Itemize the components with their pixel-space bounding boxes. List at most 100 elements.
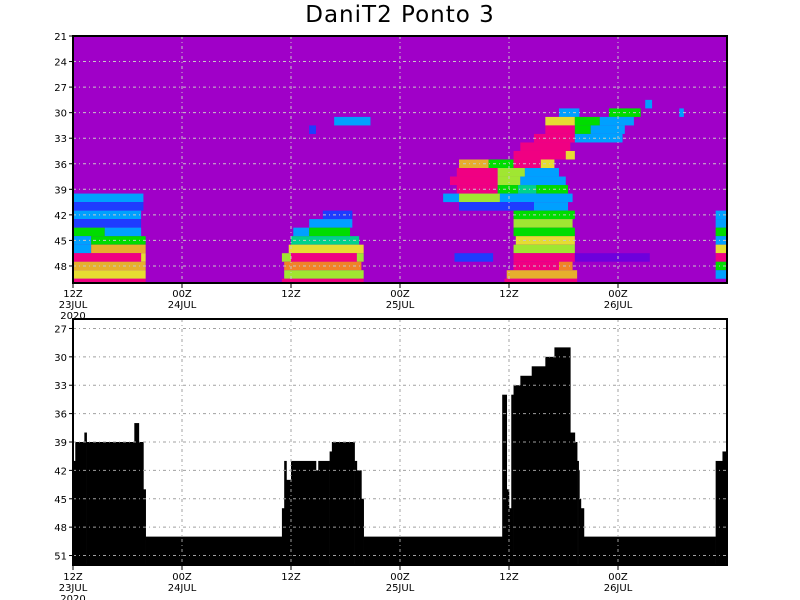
heatmap-cell xyxy=(715,253,727,262)
heatmap-panel: 2124273033363942454812Z23JUL202000Z24JUL… xyxy=(54,32,728,322)
depth-bar xyxy=(531,366,546,565)
chart-title: DaniT2 Ponto 3 xyxy=(305,2,495,28)
y-tick-label: 27 xyxy=(54,324,67,335)
x-tick-label-day: 23JUL xyxy=(59,583,88,594)
heatmap-cell xyxy=(715,219,727,228)
depth-bar xyxy=(509,508,512,565)
depth-bar xyxy=(513,385,521,565)
heatmap-cell xyxy=(284,270,364,279)
heatmap-cell xyxy=(574,116,600,126)
y-tick-label: 42 xyxy=(54,466,67,477)
heatmap-cell xyxy=(540,159,555,169)
heatmap-cell xyxy=(513,244,575,254)
heatmap-cell xyxy=(104,227,142,237)
depth-bar xyxy=(579,498,582,565)
y-tick-label: 30 xyxy=(54,109,67,120)
heatmap-cell xyxy=(513,159,541,169)
heatmap-cell xyxy=(73,227,105,237)
heatmap-cell xyxy=(309,227,351,237)
heatmap-cell xyxy=(73,210,142,220)
heatmap-cell xyxy=(599,116,634,126)
heatmap-cell xyxy=(356,253,364,262)
heatmap-cell xyxy=(459,202,534,211)
x-tick-label-hour: 00Z xyxy=(390,572,410,583)
y-tick-label: 36 xyxy=(54,160,67,171)
depth-bar xyxy=(286,479,292,565)
y-tick-label: 39 xyxy=(54,438,67,449)
y-tick-label: 51 xyxy=(54,552,67,563)
heatmap-cell xyxy=(141,253,146,262)
heatmap-cell xyxy=(459,193,500,203)
heatmap-cell xyxy=(281,278,364,283)
y-tick-label: 33 xyxy=(54,381,67,392)
depth-bar xyxy=(354,460,358,565)
heatmap-cell xyxy=(293,227,310,237)
depth-bar xyxy=(145,536,283,565)
depth-bar xyxy=(356,470,362,565)
heatmap-cell xyxy=(499,193,573,203)
x-tick-label-hour: 00Z xyxy=(390,289,410,300)
x-tick-label-day: 25JUL xyxy=(386,583,415,594)
heatmap-cell xyxy=(73,193,144,203)
heatmap-cell xyxy=(536,185,569,194)
heatmap-cell xyxy=(454,253,494,262)
heatmap-cell xyxy=(513,227,575,237)
x-tick-label-year: 2020 xyxy=(60,594,85,600)
heatmap-cell xyxy=(533,202,569,211)
depth-bar xyxy=(506,489,510,565)
heatmap-cell xyxy=(443,193,460,203)
x-tick-label-hour: 00Z xyxy=(172,572,192,583)
heatmap-cell xyxy=(520,142,571,151)
plot-frame xyxy=(72,318,728,566)
x-tick-label-hour: 12Z xyxy=(499,572,519,583)
x-tick-label-day: 26JUL xyxy=(604,300,633,311)
depth-bar xyxy=(570,432,576,565)
x-tick-label-year: 2020 xyxy=(60,311,85,322)
heatmap-cell xyxy=(513,253,575,262)
depth-bar xyxy=(580,508,585,565)
x-tick-label-hour: 00Z xyxy=(172,289,192,300)
depth-bar xyxy=(511,394,514,565)
heatmap-cell xyxy=(574,253,650,262)
depth-bar xyxy=(318,460,330,565)
y-tick-label: 48 xyxy=(54,523,67,534)
depth-bar xyxy=(138,442,144,565)
heatmap-cell xyxy=(715,270,727,279)
heatmap-cell xyxy=(574,125,591,134)
depth-bar xyxy=(545,356,555,565)
y-tick-label: 45 xyxy=(54,236,67,247)
heatmap-cell xyxy=(488,159,514,169)
depth-panel: 27303336394245485112Z23JUL202000Z24JUL12… xyxy=(54,318,728,600)
y-tick-label: 33 xyxy=(54,134,67,145)
y-tick-label: 42 xyxy=(54,211,67,222)
heatmap-cell xyxy=(715,236,727,245)
depth-bar xyxy=(73,460,76,565)
depth-bar xyxy=(722,451,728,565)
y-tick-label: 24 xyxy=(54,58,67,69)
heatmap-cell xyxy=(91,236,146,245)
heatmap-cell xyxy=(497,168,525,177)
heatmap-cell xyxy=(291,253,357,262)
depth-bar xyxy=(577,460,579,565)
heatmap-cell xyxy=(497,176,521,186)
heatmap-cell xyxy=(520,176,566,186)
depth-bar xyxy=(281,508,285,565)
depth-bar xyxy=(329,451,333,565)
depth-bar xyxy=(331,442,355,565)
depth-series xyxy=(73,347,728,565)
heatmap-cell xyxy=(288,244,364,254)
plot-frame xyxy=(72,35,728,284)
y-tick-label: 45 xyxy=(54,495,67,506)
y-tick-label: 27 xyxy=(54,83,67,94)
y-tick-label: 30 xyxy=(54,353,67,364)
heatmap-cell xyxy=(334,116,371,126)
depth-bar xyxy=(520,375,533,565)
heatmap-cell xyxy=(309,219,353,228)
x-tick-label-day: 23JUL xyxy=(59,300,88,311)
x-tick-label-hour: 00Z xyxy=(608,289,628,300)
x-tick-label-hour: 00Z xyxy=(608,572,628,583)
heatmap-cell xyxy=(73,278,146,283)
heatmap-cell xyxy=(504,278,578,283)
x-tick-label-hour: 12Z xyxy=(63,289,83,300)
heatmap-cell xyxy=(545,125,575,134)
